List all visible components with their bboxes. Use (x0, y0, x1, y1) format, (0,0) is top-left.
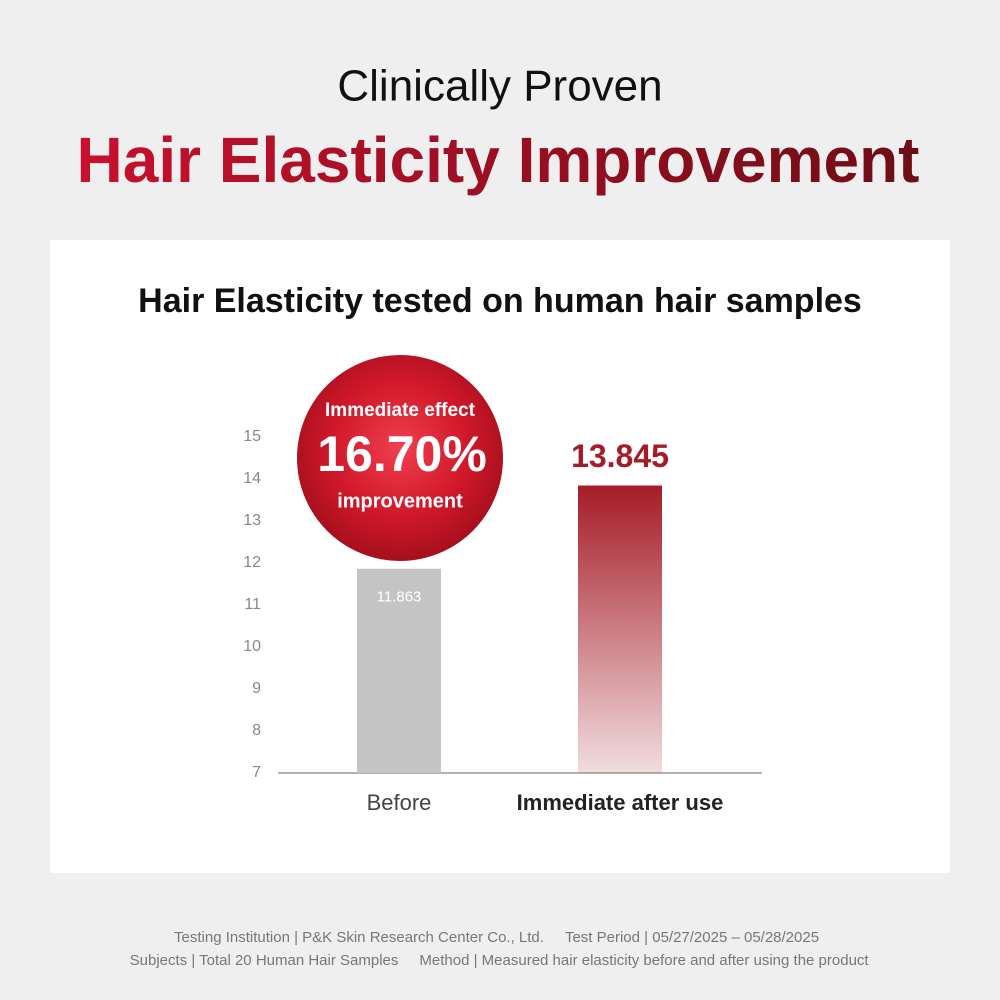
x-tick-label: Before (367, 790, 432, 815)
footer-note: Testing Institution | P&K Skin Research … (174, 929, 544, 946)
badge-value: 16.70% (317, 426, 487, 482)
value-label: 11.863 (377, 589, 422, 606)
y-tick-label: 15 (243, 428, 261, 445)
footer-note: Method | Measured hair elasticity before… (419, 952, 869, 969)
x-tick-label: Immediate after use (517, 790, 724, 815)
badge-top: Immediate effect (325, 400, 476, 421)
y-tick-label: 13 (243, 512, 261, 529)
chart-title: Hair Elasticity tested on human hair sam… (138, 282, 862, 320)
y-tick-label: 10 (243, 638, 261, 655)
badge (297, 355, 503, 561)
y-tick-label: 14 (243, 470, 261, 487)
badge-bottom: improvement (337, 490, 463, 512)
chart-panel (50, 240, 950, 873)
y-tick-label: 12 (243, 554, 261, 571)
y-tick-label: 11 (244, 596, 261, 613)
eyebrow: Clinically Proven (337, 62, 662, 111)
bar (578, 485, 662, 773)
footer-note: Subjects | Total 20 Human Hair Samples (130, 952, 399, 969)
main-title: Hair Elasticity Improvement (77, 124, 920, 196)
y-tick-label: 9 (252, 680, 261, 697)
value-label: 13.845 (571, 438, 669, 474)
footer-note: Test Period | 05/27/2025 – 05/28/2025 (565, 929, 819, 946)
y-tick-label: 7 (252, 764, 261, 781)
y-tick-label: 8 (252, 722, 261, 739)
bar (357, 568, 441, 773)
plot: 7 8 9 10 11 12 13 14 15 Before 11.863 Immediate aft… (243, 428, 723, 815)
